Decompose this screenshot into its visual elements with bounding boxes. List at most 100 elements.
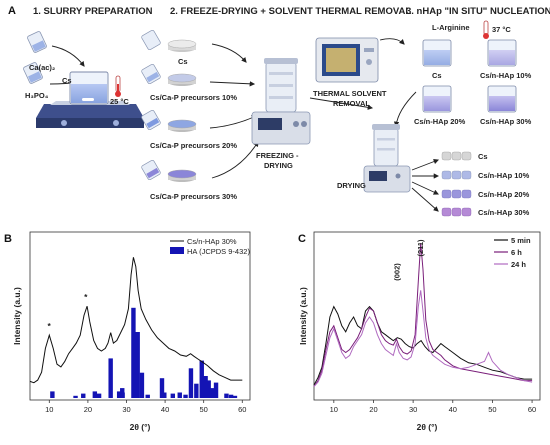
panel-a: A 1. SLURRY PREPARATION 2. FREEZE-DRYING…	[8, 5, 550, 217]
xtick-label-40: 40	[161, 405, 169, 414]
dish-label-20: Cs/Ca-P precursors 20%	[150, 141, 237, 150]
reference-bar-5	[108, 358, 113, 398]
xtick-label-50: 50	[488, 405, 496, 414]
product-scaffolds	[441, 151, 472, 217]
plot-b-pattern-line	[29, 257, 243, 384]
panel-b-letter: B	[4, 233, 12, 245]
reference-bar-15	[162, 392, 167, 398]
reference-bar-13	[145, 394, 150, 398]
product-label-10: Cs/n-HAp 10%	[478, 171, 530, 180]
dish-row	[141, 29, 197, 182]
reference-bar-17	[177, 392, 182, 398]
legend-b-bar-swatch	[170, 247, 184, 254]
reference-bar-8	[120, 392, 125, 398]
plot-c-ylabel: Intensity (a.u.)	[298, 287, 308, 345]
arrow-to-oven	[309, 97, 374, 110]
slurry-beaker	[69, 71, 109, 105]
plot-c-peak-002: (002)	[392, 263, 401, 281]
step-2-title: 2. FREEZE-DRYING + SOLVENT THERMAL REMOV…	[170, 6, 411, 17]
dish-10	[141, 63, 197, 86]
reference-bar-18	[183, 394, 188, 398]
reference-bar-24	[209, 388, 214, 398]
xtick-label-10: 10	[330, 405, 338, 414]
beaker-label-10: Cs/n-HAp 10%	[480, 71, 532, 80]
reference-bar-3	[92, 391, 98, 398]
reference-bar-1	[73, 395, 78, 398]
reference-bar-4	[96, 393, 102, 398]
arrow-product-1	[411, 159, 440, 171]
reference-bar-14	[159, 378, 165, 398]
plot-c-frame	[313, 231, 541, 401]
scaffold-cs	[441, 151, 472, 161]
plot-c-line-6h	[313, 242, 533, 387]
temperature-2: 37 °C	[492, 25, 511, 34]
beaker-label-cs: Cs	[432, 71, 442, 80]
beaker-label-30: Cs/n-HAp 30%	[480, 117, 532, 126]
freeze-dryer	[251, 58, 311, 145]
dish-30	[141, 159, 197, 182]
plot-b-xticks: 10 20 30 40 50 60	[45, 400, 246, 414]
plot-c-xlabel: 2θ (°)	[417, 422, 438, 432]
drying-label: DRYING	[337, 181, 366, 190]
arrow-dish-cs	[211, 43, 247, 63]
plot-c-legend: 5 min 6 h 24 h	[494, 236, 531, 269]
reference-bar-2	[81, 393, 86, 398]
legend-c-label-5min: 5 min	[511, 236, 531, 245]
reagent-vial-2	[23, 62, 43, 84]
arrow-product-3	[411, 181, 439, 195]
arrow-dish-30	[211, 141, 259, 179]
legend-c-label-6h: 6 h	[511, 248, 522, 257]
plot-c-xticks: 10 20 30 40 50 60	[330, 400, 536, 414]
reference-bar-28	[232, 395, 238, 398]
plot-b-ylabel: Intensity (a.u.)	[12, 287, 22, 345]
xtick-label-40: 40	[449, 405, 457, 414]
arrow-vial-1	[51, 45, 85, 67]
product-label-30: Cs/n-HAp 30%	[478, 208, 530, 217]
freezing-label-1: FREEZING -	[256, 151, 299, 160]
product-label-20: Cs/n-HAp 20%	[478, 190, 530, 199]
plot-b-legend: Cs/n-HAp 30% HA (JCPDS 9-432)	[170, 237, 250, 256]
reference-bar-12	[139, 372, 145, 398]
legend-c-label-24h: 24 h	[511, 260, 526, 269]
panel-b: B 10 20 30 40 50 60 * * Cs/n-HAp 30% HA (JCPD…	[4, 231, 250, 432]
dish-label-cs: Cs	[178, 57, 188, 66]
legend-b-line-label: Cs/n-HAp 30%	[187, 237, 237, 246]
plot-b-xlabel: 2θ (°)	[130, 422, 151, 432]
xtick-label-60: 60	[238, 405, 246, 414]
scaffold-10	[441, 170, 472, 180]
plot-c-peak-211: (211)	[416, 239, 425, 257]
reagent-vial-1	[27, 31, 47, 53]
plot-b-reference-bars	[50, 307, 238, 398]
thermometer-icon-2	[483, 20, 489, 39]
arrow-dish-20	[209, 115, 257, 129]
reference-bar-19	[188, 368, 194, 398]
step-1-title: 1. SLURRY PREPARATION	[33, 6, 153, 17]
dish-20	[141, 109, 197, 132]
reference-bar-16	[170, 393, 176, 398]
dish-cs	[141, 29, 197, 52]
nucleation-beaker-10	[487, 39, 517, 67]
xtick-label-20: 20	[369, 405, 377, 414]
reference-bar-22	[203, 376, 208, 398]
arginine-label: L-Arginine	[432, 23, 470, 32]
xtick-label-30: 30	[122, 405, 130, 414]
reference-bar-6	[116, 391, 122, 398]
reference-bar-11	[135, 332, 140, 398]
thermometer-icon	[115, 75, 121, 97]
reference-bar-23	[206, 380, 211, 398]
panel-c: C 10 20 30 40 50 60 (002) (211) 5 min 6 h 24 …	[298, 231, 541, 432]
panel-c-letter: C	[298, 233, 306, 245]
reference-bar-25	[213, 382, 219, 398]
reagent-phosphoric-acid: H₃PO₄	[25, 91, 49, 100]
reference-bar-21	[199, 360, 204, 398]
freezing-label-2: DRYING	[264, 161, 293, 170]
step-3-title: 3. nHAp "IN SITU" NUCLEATION	[406, 6, 550, 17]
plot-c-line-24h	[313, 290, 533, 387]
xtick-label-60: 60	[528, 405, 536, 414]
nucleation-beaker-cs	[422, 39, 452, 67]
thermal-label-2: REMOVAL	[333, 99, 370, 108]
scaffold-20	[441, 189, 472, 199]
xtick-label-30: 30	[409, 405, 417, 414]
